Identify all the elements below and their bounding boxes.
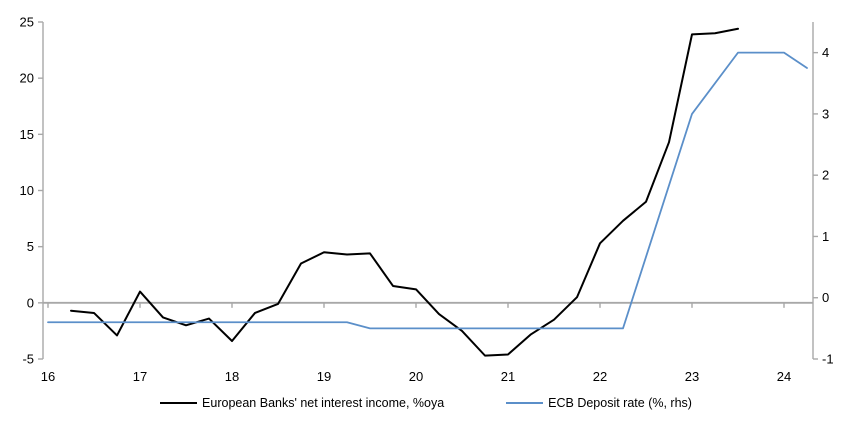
- left-axis-tick-label: 15: [20, 127, 34, 142]
- legend-line-swatch-black: [160, 402, 198, 404]
- right-axis-tick-label: 0: [822, 290, 829, 305]
- x-axis-tick-label: 18: [225, 369, 239, 384]
- x-axis-tick-label: 20: [409, 369, 423, 384]
- legend: European Banks' net interest income, %oy…: [0, 396, 852, 410]
- right-axis-tick-label: 3: [822, 106, 829, 121]
- x-axis-tick-label: 21: [501, 369, 515, 384]
- legend-item-net-interest-income: European Banks' net interest income, %oy…: [160, 396, 444, 410]
- x-axis-tick-label: 19: [317, 369, 331, 384]
- legend-label: ECB Deposit rate (%, rhs): [548, 396, 692, 410]
- left-axis-tick-label: 20: [20, 71, 34, 86]
- left-axis-tick-label: 25: [20, 15, 34, 30]
- x-axis-tick-label: 17: [133, 369, 147, 384]
- left-axis-tick-label: 5: [27, 239, 34, 254]
- left-axis-tick-label: 0: [27, 295, 34, 310]
- x-axis-tick-label: 22: [593, 369, 607, 384]
- legend-item-ecb-deposit-rate: ECB Deposit rate (%, rhs): [506, 396, 692, 410]
- series-line-0: [70, 27, 739, 357]
- right-axis-tick-label: -1: [822, 352, 834, 367]
- right-axis-tick-label: 1: [822, 229, 829, 244]
- x-axis-tick-label: 16: [41, 369, 55, 384]
- x-axis-tick-label: 23: [685, 369, 699, 384]
- series-line-1: [47, 51, 808, 330]
- left-axis-tick-label: -5: [22, 352, 34, 367]
- legend-line-swatch-blue: [506, 402, 544, 404]
- x-axis-tick-label: 24: [777, 369, 791, 384]
- right-axis-tick-label: 4: [822, 45, 829, 60]
- legend-label: European Banks' net interest income, %oy…: [202, 396, 445, 410]
- left-axis-tick-label: 10: [20, 183, 34, 198]
- right-axis-tick-label: 2: [822, 168, 829, 183]
